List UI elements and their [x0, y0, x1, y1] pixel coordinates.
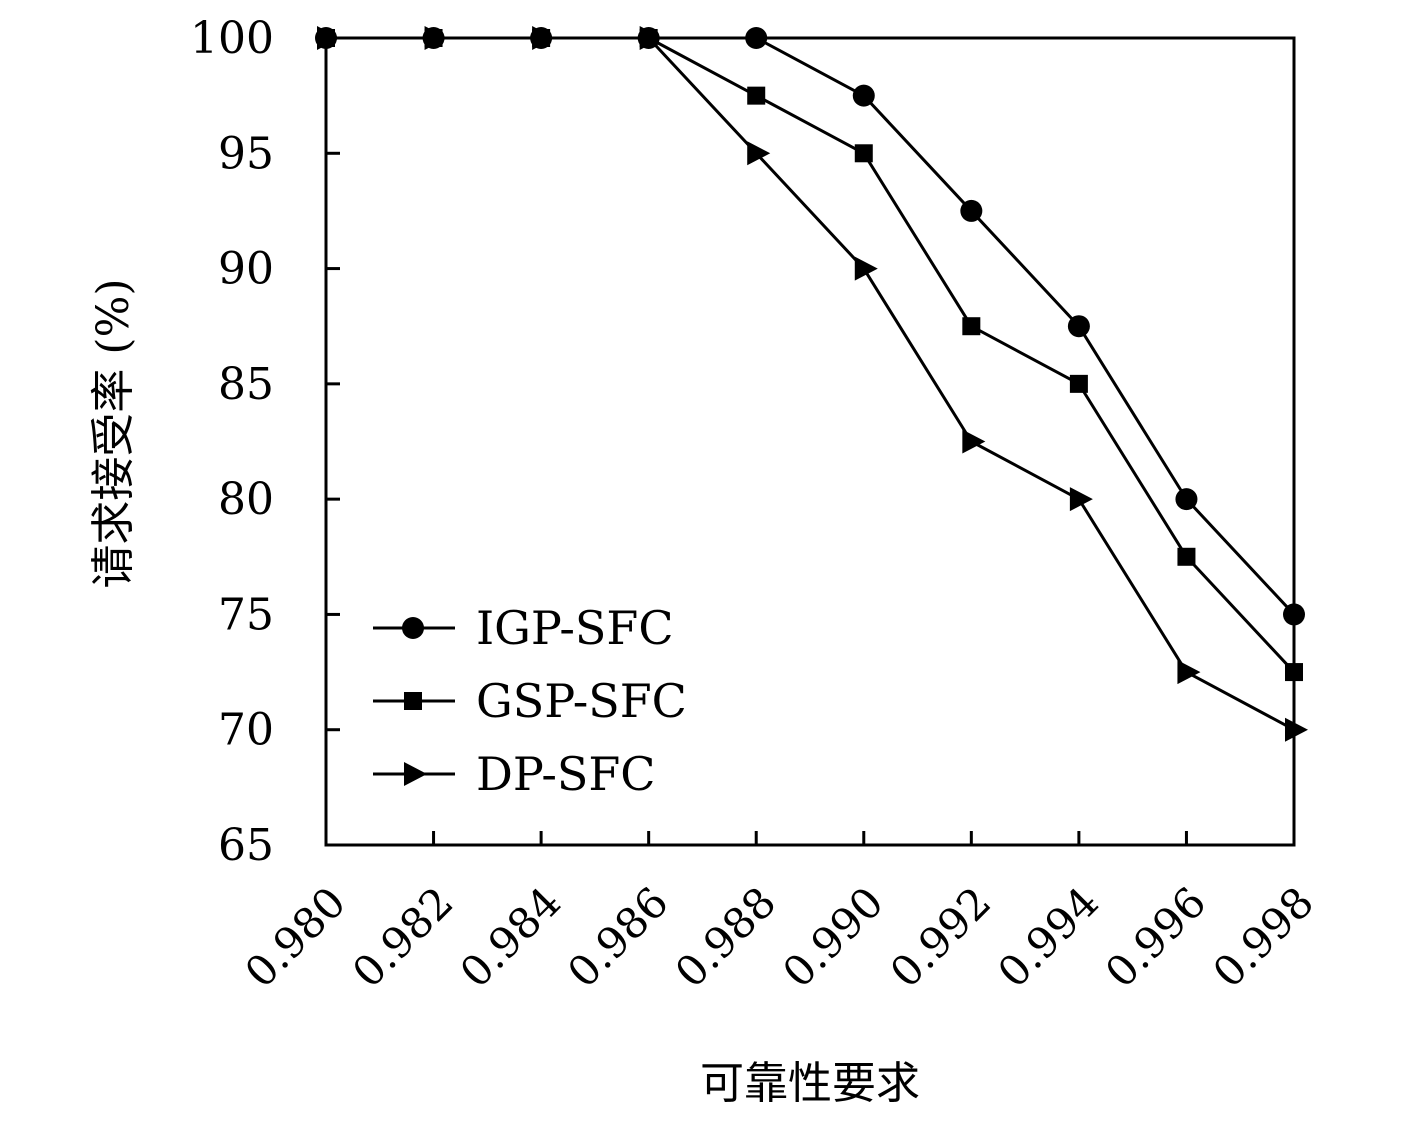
x-tick-label: 0.994: [988, 877, 1108, 997]
data-point-circle: [402, 617, 424, 639]
y-axis-ticks: 65 70 75 80 85 90 95 100: [190, 13, 340, 871]
x-tick-label: 0.988: [666, 877, 786, 997]
x-tick-label: 0.982: [343, 877, 463, 997]
series-igp-sfc: [315, 27, 1305, 626]
series-dp-sfc: [317, 26, 1308, 742]
data-point-circle: [852, 84, 875, 107]
data-point-triangle: [962, 429, 986, 454]
x-tick-label: 0.998: [1203, 877, 1323, 997]
legend-label: DP-SFC: [476, 747, 656, 801]
data-point-circle: [1175, 488, 1198, 511]
y-tick-label: 85: [218, 359, 274, 410]
series-line: [326, 36, 1295, 732]
data-point-square: [854, 144, 873, 163]
y-axis-label: 请求接受率 (%): [88, 278, 139, 588]
data-point-triangle: [404, 762, 427, 786]
data-point-triangle: [1285, 717, 1308, 742]
legend-label: GSP-SFC: [476, 674, 687, 728]
data-point-square: [747, 86, 766, 105]
data-point-square: [962, 317, 981, 336]
series-layer: [315, 26, 1308, 742]
legend-item: DP-SFC: [373, 747, 656, 801]
x-tick-label: 0.996: [1096, 877, 1216, 997]
plot-area-frame: [324, 36, 1296, 847]
legend: IGP-SFC GSP-SFC DP-SFC: [373, 601, 687, 801]
x-tick-label: 0.992: [881, 877, 1001, 997]
x-tick-label: 0.980: [235, 877, 355, 997]
data-point-square: [1069, 374, 1088, 393]
y-tick-label: 100: [190, 13, 274, 64]
series-gsp-sfc: [317, 29, 1303, 682]
x-tick-label: 0.990: [773, 877, 893, 997]
data-point-triangle: [1177, 660, 1201, 685]
x-tick-label: 0.984: [451, 877, 571, 997]
series-line: [326, 36, 1296, 674]
x-tick-label: 0.986: [558, 877, 678, 997]
legend-label: IGP-SFC: [476, 601, 674, 655]
legend-item: GSP-SFC: [373, 674, 687, 728]
y-tick-label: 95: [218, 128, 274, 179]
legend-item: IGP-SFC: [373, 601, 674, 655]
x-axis-label: 可靠性要求: [700, 1058, 920, 1109]
y-tick-label: 75: [218, 589, 274, 640]
data-point-triangle: [1069, 487, 1093, 512]
y-tick-label: 90: [218, 244, 274, 295]
data-point-circle: [1067, 315, 1090, 338]
y-tick-label: 65: [218, 820, 274, 871]
x-axis-ticks: 0.9800.9820.9840.9860.9880.9900.9920.994…: [235, 831, 1323, 997]
y-tick-label: 70: [218, 705, 274, 756]
data-point-square: [1177, 547, 1196, 566]
data-point-circle: [960, 199, 983, 222]
data-point-triangle: [747, 141, 771, 166]
data-point-square: [404, 692, 422, 710]
y-tick-label: 80: [218, 474, 274, 525]
data-point-triangle: [854, 256, 878, 281]
